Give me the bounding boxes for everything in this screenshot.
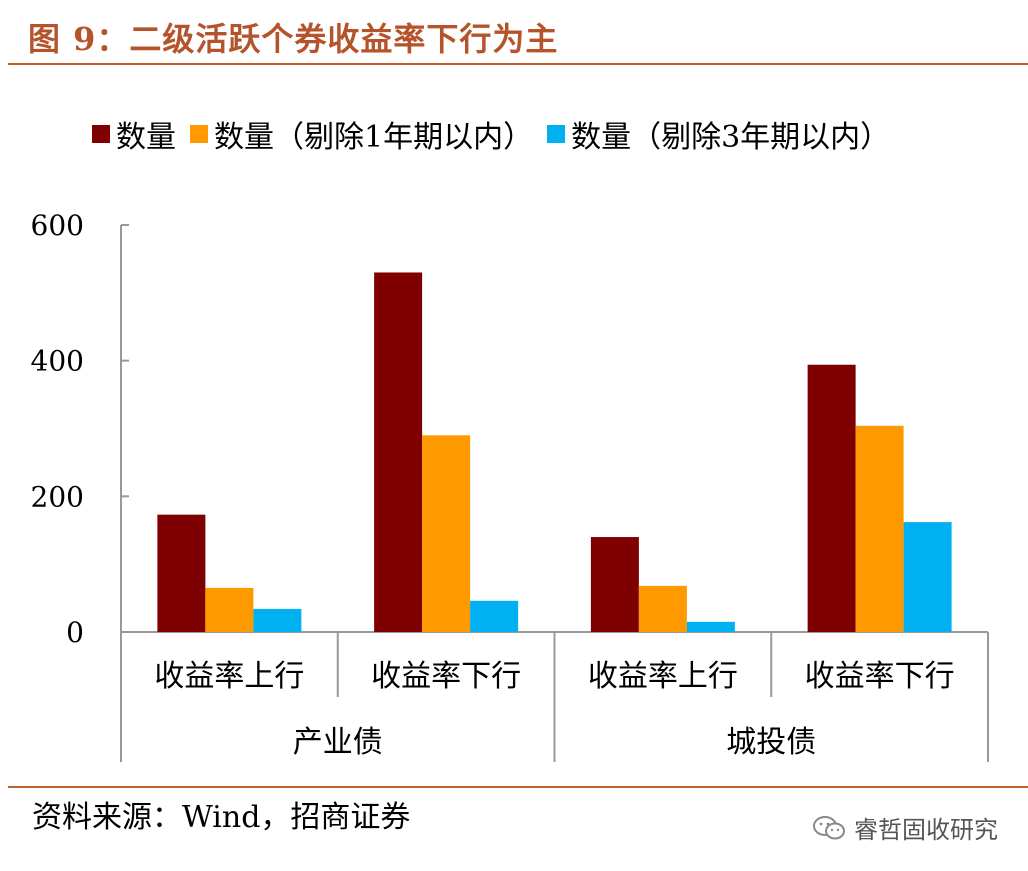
watermark: 睿哲固收研究 [812,810,998,845]
x-tick-label-1: 收益率下行 [371,659,521,694]
bar-1-2 [638,585,687,632]
y-tick-label-0: 0 [66,616,84,649]
bar-2-3 [903,522,952,632]
x-group-label-0: 产业债 [293,725,383,760]
bar-0-2 [590,537,639,632]
bar-0-3 [807,364,856,632]
legend-item-series-0: 数量 [92,112,176,156]
bar-2-2 [686,621,735,632]
y-tick-label-200: 200 [31,480,84,513]
source-note: 资料来源：Wind，招商证券 [32,800,411,835]
wechat-icon [813,815,845,839]
title-underline [8,63,1028,65]
x-tick-label-0: 收益率上行 [154,659,304,694]
legend-swatch-2 [547,125,566,143]
x-tick-label-2: 收益率上行 [588,659,738,694]
source-rule [8,786,1028,788]
legend-swatch-1 [190,125,208,143]
legend-swatch-0 [92,125,110,143]
bar-1-3 [855,425,904,632]
x-group-label-1: 城投债 [726,725,816,760]
watermark-text: 睿哲固收研究 [854,816,998,844]
bar-0-1 [374,272,423,632]
legend-item-series-1: 数量（剔除1年期以内） [190,112,533,156]
legend-label-2: 数量（剔除3年期以内） [571,120,891,155]
bar-2-1 [470,600,519,632]
bar-2-0 [253,608,302,632]
legend-label-1: 数量（剔除1年期以内） [214,120,534,155]
bar-0-0 [157,514,206,632]
legend-item-series-2: 数量（剔除3年期以内） [547,112,890,156]
bar-1-1 [422,435,471,632]
x-tick-label-3: 收益率下行 [805,659,955,694]
bar-1-0 [205,587,254,632]
legend-label-0: 数量 [116,120,176,155]
figure-title: 图 9：二级活跃个券收益率下行为主 [28,20,559,58]
chart-legend: 数量 数量（剔除1年期以内） 数量（剔除3年期以内） [92,112,904,156]
y-tick-label-400: 400 [31,345,84,378]
y-tick-label-600: 600 [31,209,84,242]
